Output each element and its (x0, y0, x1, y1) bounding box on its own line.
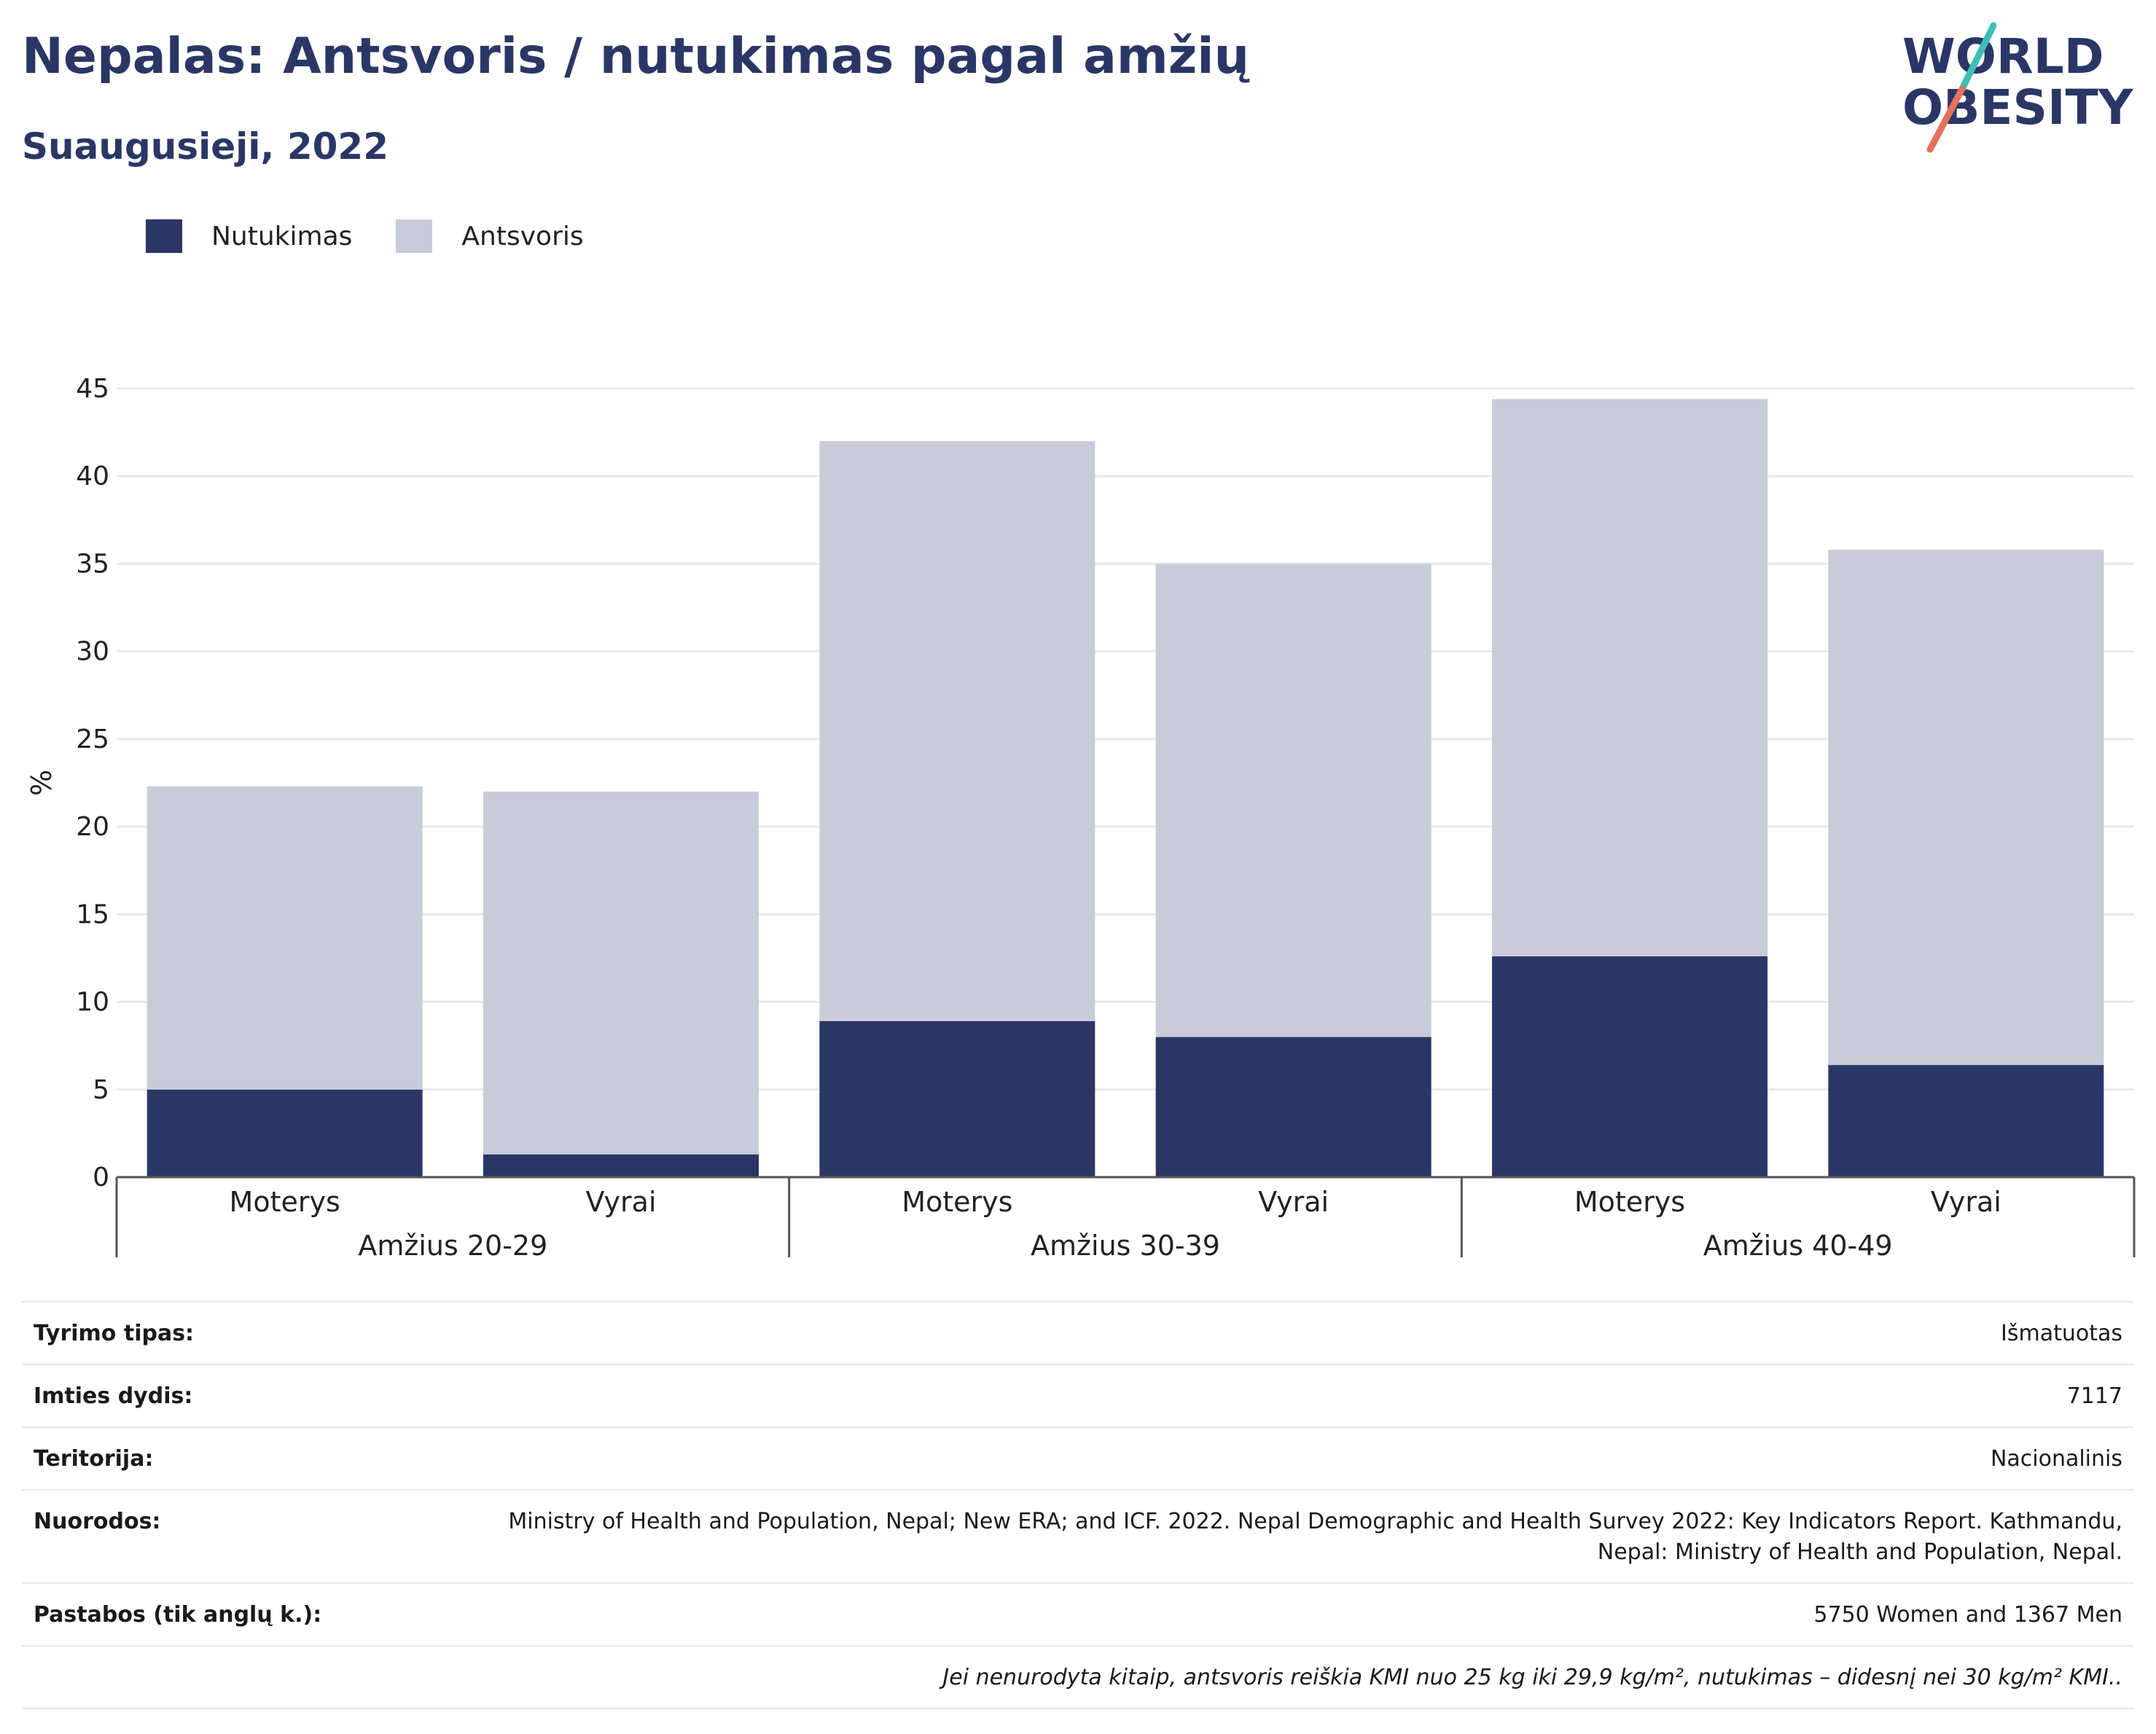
info-label: Nuorodos: (34, 1509, 161, 1534)
x-category-label: Vyrai (1258, 1186, 1329, 1218)
bar-nutukimas (819, 1021, 1095, 1177)
bar-antsvoris (1155, 563, 1432, 1037)
svg-text:OBESITY: OBESITY (1902, 79, 2134, 136)
y-tick-label: 10 (76, 988, 109, 1018)
info-value: Nacionalinis (1990, 1446, 2122, 1472)
legend: Nutukimas Antsvoris (146, 217, 628, 255)
bar-antsvoris (819, 441, 1095, 1022)
x-category-label: Moterys (230, 1186, 340, 1218)
y-tick-label: 0 (93, 1163, 109, 1192)
x-group-label: Amžius 30-39 (1031, 1230, 1220, 1262)
legend-item-antsvoris[interactable]: Antsvoris (396, 219, 584, 253)
legend-item-nutukimas[interactable]: Nutukimas (146, 219, 352, 253)
info-row-definition-note: Jei nenurodyta kitaip, antsvoris reiškia… (22, 1645, 2134, 1709)
info-row-references: Nuorodos: Ministry of Health and Populat… (22, 1489, 2134, 1582)
x-group-label: Amžius 40-49 (1703, 1230, 1893, 1262)
bar-nutukimas (1155, 1036, 1432, 1177)
legend-swatch-nutukimas (146, 219, 182, 253)
svg-text:WORLD: WORLD (1902, 28, 2104, 85)
stacked-bar-chart: 0 5 10 15 20 25 30 35 40 45% Moterys Vyrai Moterys Vy… (26, 374, 2136, 1262)
bar-nutukimas (1492, 956, 1768, 1177)
world-obesity-logo: WORLD OBESITY (1902, 22, 2134, 153)
info-label: Tyrimo tipas: (34, 1321, 195, 1346)
legend-swatch-antsvoris (396, 219, 433, 253)
bar-antsvoris (1828, 550, 2104, 1066)
bar-antsvoris (147, 786, 423, 1090)
y-tick-label: 20 (76, 812, 109, 842)
bar-nutukimas (1828, 1065, 2104, 1177)
bar-nutukimas (147, 1089, 423, 1177)
x-group-label: Amžius 20-29 (358, 1230, 547, 1262)
y-tick-label: 25 (76, 725, 109, 754)
info-row-sample-size: Imties dydis: 7117 (22, 1364, 2134, 1426)
definition-note: Jei nenurodyta kitaip, antsvoris reiškia… (942, 1665, 2122, 1690)
legend-label: Nutukimas (211, 221, 353, 251)
y-tick-label: 5 (93, 1075, 109, 1105)
info-label: Pastabos (tik anglų k.): (34, 1602, 322, 1628)
x-category-label: Vyrai (1931, 1186, 2001, 1218)
info-label: Teritorija: (34, 1446, 154, 1472)
x-category-label: Moterys (1574, 1186, 1685, 1218)
bar-nutukimas (483, 1154, 759, 1177)
info-value: 7117 (2066, 1383, 2122, 1409)
y-tick-label: 45 (76, 374, 109, 404)
info-value: 5750 Women and 1367 Men (1813, 1602, 2122, 1628)
y-tick-label: 40 (76, 461, 109, 491)
x-category-label: Vyrai (586, 1186, 657, 1218)
y-axis-label: % (26, 770, 58, 796)
x-category-label: Moterys (902, 1186, 1012, 1218)
info-row-survey-type: Tyrimo tipas: Išmatuotas (22, 1301, 2134, 1364)
chart-title: Nepalas: Antsvoris / nutukimas pagal amž… (22, 28, 1249, 85)
info-row-territory: Teritorija: Nacionalinis (22, 1426, 2134, 1489)
info-value: Išmatuotas (2001, 1321, 2122, 1346)
bar-antsvoris (483, 792, 759, 1155)
legend-label: Antsvoris (461, 221, 584, 251)
y-tick-label: 35 (76, 549, 109, 579)
bar-antsvoris (1492, 399, 1768, 957)
chart-subtitle: Suaugusieji, 2022 (22, 125, 388, 168)
y-tick-label: 15 (76, 899, 109, 929)
info-value: Ministry of Health and Population, Nepal… (508, 1509, 2122, 1565)
y-tick-label: 30 (76, 637, 109, 667)
info-table: Tyrimo tipas: Išmatuotas Imties dydis: 7… (22, 1301, 2134, 1709)
info-row-notes: Pastabos (tik anglų k.): 5750 Women and … (22, 1582, 2134, 1645)
info-label: Imties dydis: (34, 1383, 193, 1409)
